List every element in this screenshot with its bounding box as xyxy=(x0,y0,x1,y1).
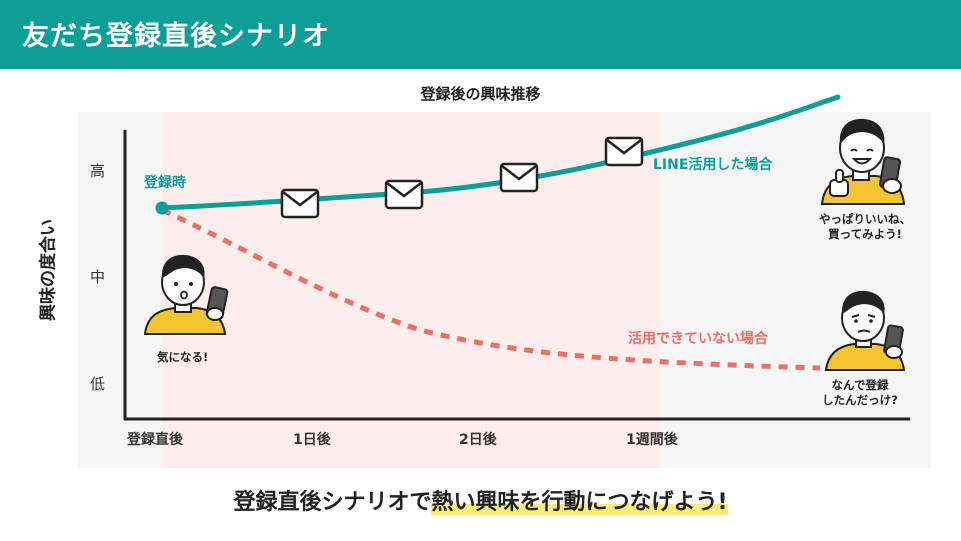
level-low: 低 xyxy=(90,375,106,393)
x-tick-day2: 2日後 xyxy=(459,432,497,448)
x-tick-day1: 1日後 xyxy=(293,432,331,448)
series-label-not-utilized: 活用できていない場合 xyxy=(628,331,768,347)
thumbs-up-icon xyxy=(829,169,849,197)
person-curious xyxy=(143,254,229,335)
x-tick-week1: 1週間後 xyxy=(626,432,678,448)
series-line-line-utilized xyxy=(159,94,841,211)
level-high: 高 xyxy=(90,162,106,180)
start-point-marker xyxy=(155,201,169,215)
start-label: 登録時 xyxy=(144,175,186,191)
footer-message: 登録直後シナリオで熱い興味を行動につなげよう! xyxy=(0,484,961,516)
envelope-icon xyxy=(499,162,539,193)
envelope-icon xyxy=(604,136,644,167)
footer-highlight: 熱い興味を行動につなげよう! xyxy=(431,490,728,515)
caption-confused-line1: なんで登録 xyxy=(831,378,889,392)
envelope-icon xyxy=(384,179,424,210)
chart-title: 登録後の興味推移 xyxy=(420,85,541,103)
x-tick-signup: 登録直後 xyxy=(127,432,183,448)
caption-confused: なんで登録 したんだっけ? xyxy=(808,378,912,408)
footer-prefix: 登録直後シナリオで xyxy=(233,490,432,515)
caption-confused-line2: したんだっけ? xyxy=(822,393,898,407)
caption-curious: 気になる! xyxy=(157,350,209,364)
page-title: 友だち登録直後シナリオ xyxy=(22,21,330,52)
series-label-line-utilized: LINE活用した場合 xyxy=(653,157,773,173)
envelope-icon xyxy=(280,188,320,219)
level-mid: 中 xyxy=(90,268,106,286)
caption-satisfied-line2: 買ってみよう! xyxy=(828,227,902,241)
header-bar: 友だち登録直後シナリオ xyxy=(0,0,961,69)
caption-satisfied-line1: やっぱりいいね、 xyxy=(819,212,911,226)
person-satisfied xyxy=(820,118,906,205)
caption-satisfied: やっぱりいいね、 買ってみよう! xyxy=(806,212,924,242)
person-confused xyxy=(824,290,906,371)
